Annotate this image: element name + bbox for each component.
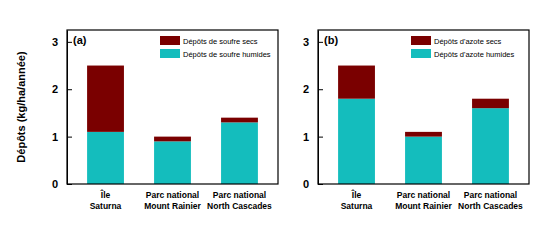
bar-segment [154, 141, 191, 184]
panel: 0 1 2 3 ÎleSaturna Parc nationalMount Rainier… [52, 30, 278, 211]
y-tick-mark [67, 184, 72, 185]
x-tick-label: ÎleSaturna [90, 189, 122, 211]
panel: 0 1 2 3 ÎleSaturna Parc nationalMount Rainier… [303, 30, 529, 211]
legend-label: Dépôts de soufre secs [183, 37, 258, 46]
legend-label: Dépôts de soufre humides [183, 50, 271, 59]
y-tick-mark [67, 137, 72, 138]
y-tick-label: 1 [303, 131, 309, 143]
y-tick: 2 [303, 83, 323, 95]
y-tick-mark [67, 89, 72, 90]
x-tick-label: Parc nationalMount Rainier [395, 190, 452, 211]
y-tick: 1 [303, 131, 323, 143]
legend: Dépôts de soufre secs Dépôts de soufre hu… [160, 36, 271, 59]
bar-segment [154, 137, 191, 142]
y-tick: 0 [303, 178, 323, 190]
y-tick-mark [318, 184, 323, 185]
y-tick-label: 3 [303, 36, 309, 48]
y-tick: 3 [303, 36, 323, 48]
legend-label: Dépôts d'azote humides [434, 50, 514, 59]
y-tick-label: 0 [52, 178, 58, 190]
legend-swatch [411, 36, 431, 45]
bar-segment [405, 132, 442, 137]
y-tick: 2 [52, 83, 72, 95]
y-tick: 1 [52, 131, 72, 143]
y-tick-label: 2 [303, 83, 309, 95]
x-tick-label: Parc nationalNorth Cascades [207, 190, 272, 211]
y-tick-mark [318, 42, 323, 43]
legend-label: Dépôts d'azote secs [434, 37, 502, 46]
bar-segment [338, 99, 375, 184]
x-tick-label: ÎleSaturna [341, 189, 373, 211]
bar-segment [87, 132, 124, 184]
y-axis-title: Dépôts (kg/ha/année) [15, 51, 27, 163]
bar-segment [472, 108, 509, 184]
bar-segment [405, 137, 442, 184]
panel-title: (a) [73, 34, 87, 46]
y-axis-line [67, 31, 68, 185]
y-tick-label: 0 [303, 178, 309, 190]
y-tick-label: 1 [52, 131, 58, 143]
y-axis: 0 1 2 3 [52, 31, 72, 191]
bar-segment [338, 66, 375, 99]
panel-title: (b) [324, 34, 338, 46]
plot-frame [318, 30, 529, 184]
legend: Dépôts d'azote secs Dépôts d'azote humide… [411, 36, 514, 59]
legend-swatch [160, 36, 180, 45]
legend-swatch [411, 49, 431, 58]
bar-segment [87, 66, 124, 132]
bar-segment [472, 99, 509, 108]
y-tick-label: 2 [52, 83, 58, 95]
bar-segment [221, 122, 258, 184]
y-tick: 0 [52, 178, 72, 190]
x-tick-label: Parc nationalNorth Cascades [458, 190, 523, 211]
y-tick-mark [318, 89, 323, 90]
bars [87, 66, 258, 184]
plot-frame [67, 30, 278, 184]
bars [338, 66, 509, 184]
chart-svg: 0 1 2 3 ÎleSaturna Parc nationalMount Rainier… [0, 0, 550, 234]
bar-segment [221, 118, 258, 123]
y-tick-mark [318, 137, 323, 138]
y-tick: 3 [52, 36, 72, 48]
y-tick-mark [67, 42, 72, 43]
y-axis-line [318, 31, 319, 185]
chart-container: 0 1 2 3 ÎleSaturna Parc nationalMount Rainier… [0, 0, 550, 234]
legend-swatch [160, 49, 180, 58]
y-tick-label: 3 [52, 36, 58, 48]
y-axis: 0 1 2 3 [303, 31, 323, 191]
x-tick-label: Parc nationalMount Rainier [144, 190, 201, 211]
